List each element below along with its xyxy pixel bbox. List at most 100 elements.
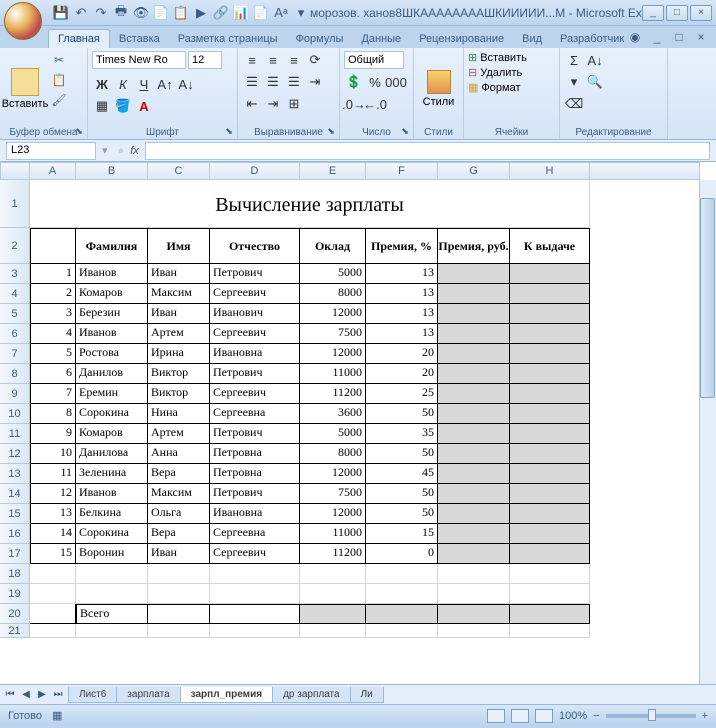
cell[interactable]: 13 (366, 304, 438, 324)
scrollbar-thumb[interactable] (700, 198, 715, 398)
cell[interactable]: Вера (148, 464, 210, 484)
cell[interactable] (210, 564, 300, 584)
qat-button[interactable]: ↷ (92, 4, 110, 22)
cell[interactable] (510, 324, 590, 344)
column-header[interactable]: B (76, 162, 148, 180)
bold-button[interactable]: Ж (92, 75, 112, 93)
cell[interactable] (510, 264, 590, 284)
cell[interactable]: 35 (366, 424, 438, 444)
qat-button[interactable]: 👁 (132, 4, 150, 22)
cell[interactable]: Петрович (210, 484, 300, 504)
format-painter-icon[interactable]: 🖌 (50, 91, 68, 109)
qat-button[interactable]: 📄 (252, 4, 270, 22)
formula-input[interactable] (145, 142, 710, 160)
comma-button[interactable]: 000 (386, 73, 406, 91)
row-header[interactable]: 11 (0, 424, 30, 444)
column-header[interactable]: H (510, 162, 590, 180)
cell[interactable]: Премия, руб. (438, 228, 510, 264)
sheet-tab[interactable]: Ли (350, 687, 384, 703)
row-header[interactable]: 5 (0, 304, 30, 324)
prev-sheet-button[interactable]: ◀ (18, 687, 34, 703)
cell[interactable] (510, 564, 590, 584)
cell[interactable] (510, 484, 590, 504)
row-header[interactable]: 1 (0, 180, 30, 228)
cell[interactable] (300, 624, 366, 638)
row-header[interactable]: 3 (0, 264, 30, 284)
cell[interactable]: Фамилия (76, 228, 148, 264)
cell[interactable]: 50 (366, 504, 438, 524)
cell[interactable] (438, 284, 510, 304)
minimize-ribbon-button[interactable]: _ (648, 28, 666, 46)
macro-icon[interactable]: ▦ (52, 709, 62, 722)
cell[interactable]: Иванович (210, 304, 300, 324)
cell[interactable]: Ольга (148, 504, 210, 524)
cell[interactable]: 11200 (300, 544, 366, 564)
font-color-button[interactable]: A (134, 97, 154, 115)
cell[interactable] (300, 584, 366, 604)
row-header[interactable]: 20 (0, 604, 30, 624)
maximize-button[interactable]: □ (666, 5, 688, 21)
cell[interactable] (510, 604, 590, 624)
decrease-indent-button[interactable]: ⇤ (242, 95, 262, 113)
increase-decimal-button[interactable]: .0→ (344, 95, 364, 113)
cell[interactable] (438, 604, 510, 624)
cell[interactable]: 11 (30, 464, 76, 484)
cell[interactable]: Ростова (76, 344, 148, 364)
cell[interactable]: Ивановна (210, 504, 300, 524)
cell[interactable]: Иванов (76, 484, 148, 504)
underline-button[interactable]: Ч (134, 75, 154, 93)
format-cells-button[interactable]: ▦Формат (468, 81, 555, 94)
cell[interactable]: 12000 (300, 464, 366, 484)
cell[interactable]: Премия, % (366, 228, 438, 264)
cell[interactable]: 2 (30, 284, 76, 304)
cell[interactable]: 12000 (300, 304, 366, 324)
merge-button[interactable]: ⊞ (284, 95, 304, 113)
cell[interactable]: 13 (30, 504, 76, 524)
cell[interactable] (510, 544, 590, 564)
cell[interactable]: Артем (148, 424, 210, 444)
cell[interactable] (30, 624, 76, 638)
align-middle-button[interactable]: ≡ (263, 51, 283, 69)
cell[interactable]: 9 (30, 424, 76, 444)
qat-button[interactable]: 📋 (172, 4, 190, 22)
align-center-button[interactable]: ☰ (263, 73, 283, 91)
cell[interactable] (438, 524, 510, 544)
cell[interactable] (438, 444, 510, 464)
increase-indent-button[interactable]: ⇥ (263, 95, 283, 113)
column-header[interactable]: G (438, 162, 510, 180)
cell[interactable]: 25 (366, 384, 438, 404)
cell[interactable]: 13 (366, 324, 438, 344)
zoom-in-button[interactable]: + (702, 710, 708, 722)
cell[interactable] (438, 344, 510, 364)
cell[interactable]: Ирина (148, 344, 210, 364)
cell[interactable]: Березин (76, 304, 148, 324)
cell[interactable] (438, 404, 510, 424)
cell[interactable]: 12 (30, 484, 76, 504)
cell[interactable]: Петрович (210, 424, 300, 444)
ribbon-tab[interactable]: Формулы (287, 30, 353, 48)
cell[interactable]: Иванов (76, 264, 148, 284)
cell[interactable]: Петровна (210, 444, 300, 464)
paste-button[interactable]: Вставить (4, 51, 46, 126)
cell[interactable]: 14 (30, 524, 76, 544)
autosum-button[interactable]: Σ (564, 51, 584, 69)
cell[interactable] (510, 584, 590, 604)
cell[interactable] (148, 564, 210, 584)
fx-label[interactable]: fx (130, 145, 139, 157)
cell[interactable]: 11000 (300, 364, 366, 384)
page-layout-view-button[interactable] (511, 709, 529, 723)
column-header[interactable]: E (300, 162, 366, 180)
clipboard-launcher[interactable]: ⬊ (73, 125, 85, 137)
normal-view-button[interactable] (487, 709, 505, 723)
font-launcher[interactable]: ⬊ (223, 125, 235, 137)
qat-button[interactable]: 📊 (232, 4, 250, 22)
cell[interactable] (30, 564, 76, 584)
ribbon-tab[interactable]: Главная (48, 29, 110, 48)
cell[interactable]: Данилов (76, 364, 148, 384)
cell[interactable]: Отчество (210, 228, 300, 264)
cell[interactable]: 12000 (300, 344, 366, 364)
ribbon-tab[interactable]: Вид (513, 30, 551, 48)
cell[interactable]: 1 (30, 264, 76, 284)
cell[interactable]: Белкина (76, 504, 148, 524)
zoom-slider[interactable] (606, 714, 696, 718)
